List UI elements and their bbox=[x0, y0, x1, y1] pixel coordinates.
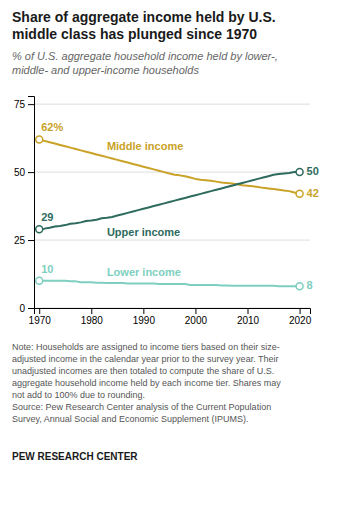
y-axis: 0 25 50 75 bbox=[14, 97, 35, 314]
series-line bbox=[39, 139, 299, 193]
series-label: Lower income bbox=[107, 266, 181, 278]
note-line: Survey, Annual Social and Economic Suppl… bbox=[12, 414, 248, 424]
y-tick-label: 0 bbox=[19, 303, 25, 314]
x-tick-label: 1990 bbox=[133, 315, 156, 326]
y-tick-mark bbox=[28, 308, 34, 309]
series-label: Middle income bbox=[107, 140, 183, 152]
series-label: Upper income bbox=[107, 226, 180, 238]
labels: 62% 42 Middle income 29 50 Upper income 10 8 Low… bbox=[41, 121, 319, 291]
y-tick-mark bbox=[28, 104, 34, 105]
subtitle-line: middle- and upper-income households bbox=[12, 64, 199, 76]
x-tick-mark bbox=[39, 308, 40, 314]
y-axis-line bbox=[28, 97, 35, 309]
x-axis-line bbox=[35, 309, 311, 315]
x-tick-label: 2010 bbox=[237, 315, 260, 326]
x-tick-mark bbox=[300, 308, 301, 314]
y-tick-label: 25 bbox=[14, 235, 26, 246]
data-label: 42 bbox=[307, 187, 319, 199]
subtitle-line: % of U.S. aggregate household income hel… bbox=[12, 50, 278, 62]
y-tick-mark bbox=[28, 172, 34, 173]
source-label: PEW RESEARCH CENTER bbox=[12, 451, 138, 462]
x-axis: 1970 1980 1990 2000 2010 2020 bbox=[29, 308, 312, 326]
data-label: 29 bbox=[41, 211, 53, 223]
x-tick-mark bbox=[91, 308, 92, 314]
endpoint-marker bbox=[296, 190, 303, 197]
endpoint-marker bbox=[296, 169, 303, 176]
x-tick: 2020 bbox=[289, 308, 312, 326]
grid-line bbox=[34, 240, 310, 241]
chart-svg: Share of aggregate income held by U.S.mi… bbox=[0, 0, 338, 507]
x-tick-mark bbox=[248, 308, 249, 314]
x-tick-mark bbox=[195, 308, 196, 314]
x-tick: 1990 bbox=[133, 308, 156, 326]
grid-line bbox=[34, 172, 310, 173]
x-tick-label: 2020 bbox=[289, 315, 312, 326]
x-tick-label: 2000 bbox=[185, 315, 208, 326]
x-tick: 2000 bbox=[185, 308, 208, 326]
plot-area bbox=[36, 136, 303, 290]
note: Note: Households are assigned to income … bbox=[12, 342, 281, 424]
x-tick-label: 1970 bbox=[29, 315, 52, 326]
title: Share of aggregate income held by U.S.mi… bbox=[12, 9, 276, 42]
data-label: 62% bbox=[41, 121, 63, 133]
endpoint-marker bbox=[296, 283, 303, 290]
note-line: Note: Households are assigned to income … bbox=[12, 342, 280, 352]
x-tick: 1980 bbox=[81, 308, 104, 326]
x-tick: 1970 bbox=[29, 308, 52, 326]
subtitle: % of U.S. aggregate household income hel… bbox=[12, 50, 278, 76]
note-line: Source: Pew Research Center analysis of … bbox=[12, 402, 271, 412]
note-line: adjusted income in the calendar year pri… bbox=[12, 354, 278, 364]
note-line: not add to 100% due to rounding. bbox=[12, 390, 145, 400]
y-tick-label: 50 bbox=[14, 167, 26, 178]
endpoint-marker bbox=[36, 226, 43, 233]
grid-line bbox=[34, 104, 310, 105]
chart-container: Share of aggregate income held by U.S.mi… bbox=[0, 0, 338, 507]
note-line: unadjusted incomes are then totaled to c… bbox=[12, 366, 274, 376]
grid bbox=[34, 104, 310, 308]
note-line: aggregate household income held by each … bbox=[12, 378, 281, 388]
endpoint-marker bbox=[36, 277, 43, 284]
series-line bbox=[39, 172, 299, 229]
x-tick-mark bbox=[143, 308, 144, 314]
x-tick-label: 1980 bbox=[81, 315, 104, 326]
y-tick: 75 bbox=[14, 99, 34, 110]
data-label: 50 bbox=[307, 165, 319, 177]
y-tick: 25 bbox=[14, 235, 34, 246]
title-line: middle class has plunged since 1970 bbox=[12, 26, 257, 42]
data-label: 8 bbox=[307, 279, 313, 291]
y-tick: 50 bbox=[14, 167, 34, 178]
y-tick-label: 75 bbox=[14, 99, 26, 110]
data-label: 10 bbox=[41, 263, 53, 275]
y-tick: 0 bbox=[19, 303, 34, 314]
x-tick: 2010 bbox=[237, 308, 260, 326]
title-line: Share of aggregate income held by U.S. bbox=[12, 9, 276, 25]
endpoint-marker bbox=[36, 136, 43, 143]
y-tick-mark bbox=[28, 240, 34, 241]
series-line bbox=[39, 281, 299, 286]
